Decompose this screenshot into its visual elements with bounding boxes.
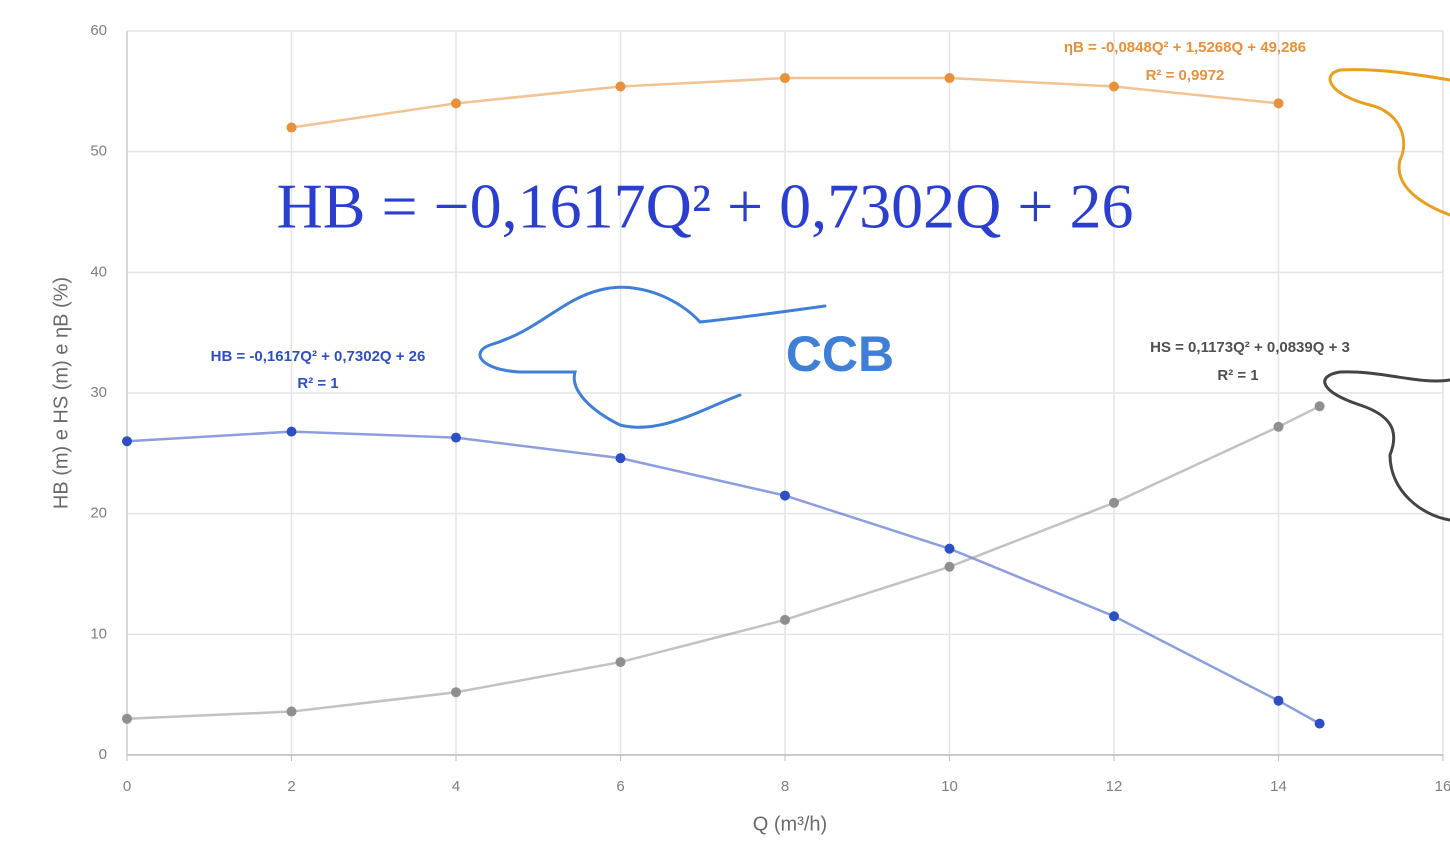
annotation: ηB = -0,0848Q² + 1,5268Q + 49,286 [1064, 39, 1306, 56]
data-point [1314, 718, 1325, 729]
data-point [286, 706, 297, 717]
data-point [451, 98, 461, 109]
data-point [944, 561, 955, 572]
data-point [615, 453, 626, 464]
x-tick-label: 16 [1435, 778, 1450, 795]
annotation: R² = 1 [297, 375, 338, 392]
x-tick-label: 12 [1106, 778, 1123, 795]
x-tick-label: 2 [287, 778, 295, 795]
data-point [1273, 98, 1284, 109]
plot: 0 10 20 30 40 50 60 0 2 4 6 8 10 12 14 16 [90, 22, 1450, 795]
data-point [615, 657, 626, 668]
data-point [286, 426, 297, 437]
data-point [286, 122, 297, 133]
data-point [122, 436, 132, 447]
data-point [780, 73, 790, 84]
data-point [1273, 421, 1284, 432]
data-point [1109, 81, 1119, 92]
hand-gray [1323, 370, 1450, 522]
x-tick-label: 8 [781, 778, 789, 795]
y-tick-label: 10 [90, 625, 107, 642]
annotation: HS = 0,1173Q² + 0,0839Q + 3 [1150, 339, 1350, 356]
x-tick-label: 14 [1270, 778, 1287, 795]
hand-drawings [478, 68, 1450, 522]
data-point [780, 614, 790, 625]
y-tick-label: 0 [99, 746, 107, 763]
annotation: HB = −0,1617Q² + 0,7302Q + 26 [277, 171, 1134, 242]
annotation: CCB [786, 326, 894, 382]
data-point [615, 81, 626, 92]
data-point [944, 543, 955, 554]
x-tick-label: 0 [123, 778, 131, 795]
y-tick-label: 50 [90, 143, 107, 160]
annotation: HB = -0,1617Q² + 0,7302Q + 26 [211, 348, 426, 365]
data-point [1109, 497, 1119, 508]
x-axis-label: Q (m³/h) [753, 813, 827, 835]
y-tick-label: 20 [90, 505, 107, 522]
y-tick-label: 40 [90, 263, 107, 280]
data-point [944, 73, 955, 84]
data-point [1314, 401, 1325, 412]
annotation: R² = 0,9972 [1146, 67, 1225, 84]
y-axis-label: HB (m) e HS (m) e ηB (%) [50, 277, 72, 509]
data-point [1109, 611, 1119, 622]
y-tick-label: 30 [90, 384, 107, 401]
annotation: R² = 1 [1217, 367, 1258, 384]
hand-blue [478, 285, 827, 429]
data-point [1273, 695, 1284, 706]
data-point [122, 713, 132, 724]
hand-orange [1328, 68, 1450, 217]
x-tick-label: 4 [452, 778, 460, 795]
x-tick-label: 10 [941, 778, 958, 795]
data-point [451, 687, 461, 698]
x-tick-label: 6 [616, 778, 624, 795]
data-point [451, 432, 461, 443]
y-tick-label: 60 [90, 22, 107, 39]
data-point [780, 490, 790, 501]
